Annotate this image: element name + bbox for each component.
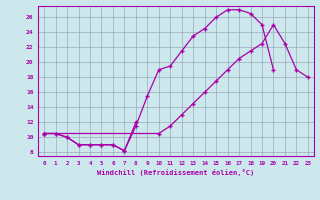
X-axis label: Windchill (Refroidissement éolien,°C): Windchill (Refroidissement éolien,°C) xyxy=(97,169,255,176)
